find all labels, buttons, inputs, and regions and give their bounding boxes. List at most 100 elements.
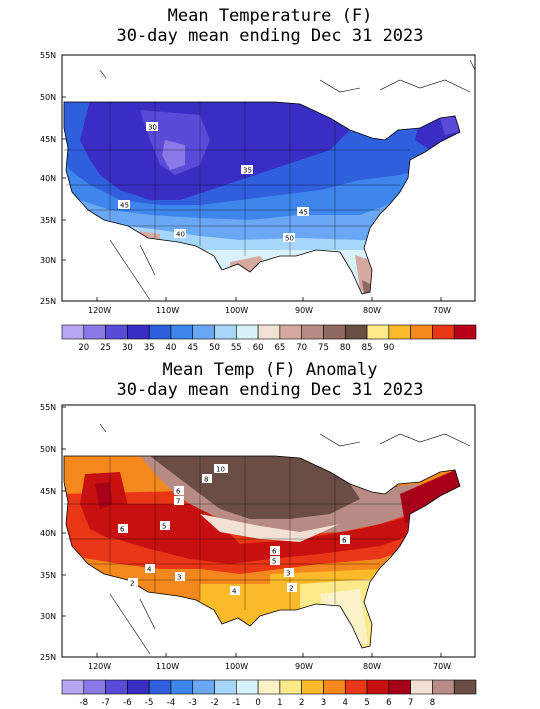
contour-label: 5 [272, 558, 276, 566]
colorbar-label: -2 [210, 698, 218, 708]
colorbar-label: 3 [321, 698, 326, 708]
colorbar-swatch [61, 324, 85, 340]
colorbar-swatch [127, 324, 150, 340]
lon-label: 80W [363, 662, 381, 671]
lat-label: 55N [40, 403, 56, 412]
colorbar-swatch [432, 679, 455, 695]
colorbar-label: 55 [231, 343, 242, 353]
lat-label: 45N [40, 487, 56, 496]
colorbar-label: 85 [362, 343, 373, 353]
colorbar-swatch [279, 679, 302, 695]
lat-label: 30N [40, 612, 56, 621]
lon-label: 80W [363, 306, 381, 315]
colorbar-label: 40 [166, 343, 177, 353]
contour-label: 3 [177, 574, 181, 582]
lon-label: 70W [433, 306, 451, 315]
contour-label: 6 [342, 537, 347, 545]
colorbar-label: 80 [340, 343, 351, 353]
colorbar-swatch [236, 679, 259, 695]
colorbar-label: 25 [100, 343, 111, 353]
colorbar-swatch [61, 679, 85, 695]
lat-label: 25N [40, 653, 56, 662]
colorbar-label: 75 [318, 343, 329, 353]
state-borders [64, 456, 410, 610]
colorbar-swatch [214, 324, 237, 340]
colorbar-swatch [83, 324, 106, 340]
colorbar-swatch [344, 324, 368, 340]
anomaly-colorbar: -8 -7 -6 -5 -4 -3 -2 -1 0 1 2 3 4 5 6 7 8 [61, 679, 477, 708]
contour-label: 35 [243, 167, 252, 175]
lat-label: 45N [40, 135, 56, 144]
colorbar-swatch [410, 679, 433, 695]
contour-label: 50 [285, 235, 294, 243]
lat-axis: 55N 50N 45N 40N 35N 30N 25N [40, 51, 66, 306]
colorbar-label: -3 [188, 698, 196, 708]
colorbar-label: 35 [144, 343, 155, 353]
colorbar-label: 4 [343, 698, 348, 708]
colorbar-label: 60 [253, 343, 264, 353]
contour-labels: 30 35 45 45 40 50 [118, 122, 309, 243]
colorbar-swatch [323, 679, 346, 695]
contour-label: 40 [176, 231, 185, 239]
colorbar-swatch [388, 679, 411, 695]
contour-label: 2 [130, 580, 134, 588]
top-title-line1: Mean Temperature (F) [167, 6, 373, 26]
contour-label: 4 [147, 566, 152, 574]
colorbar-swatch [257, 679, 281, 695]
lat-label: 35N [40, 571, 56, 580]
lon-label: 90W [295, 662, 313, 671]
contour-label: 45 [299, 209, 308, 217]
lon-label: 100W [225, 662, 248, 671]
contour-labels: 10 8 6 7 6 5 6 5 4 3 4 3 2 2 6 [118, 464, 350, 596]
colorbar-label: 45 [187, 343, 198, 353]
bottom-title-line2: 30-day mean ending Dec 31 2023 [116, 380, 424, 400]
contour-label: 2 [289, 585, 293, 593]
lat-label: 25N [40, 297, 56, 306]
lon-label: 110W [156, 662, 179, 671]
state-borders [64, 102, 410, 256]
colorbar-label: -1 [232, 698, 240, 708]
colorbar-label: 65 [274, 343, 285, 353]
colorbar-swatch [366, 679, 390, 695]
colorbar-label: 20 [78, 343, 89, 353]
colorbar-swatch [170, 324, 194, 340]
contour-label: 6 [272, 548, 277, 556]
lat-axis: 55N 50N 45N 40N 35N 30N 25N [40, 403, 66, 662]
lon-label: 100W [225, 306, 248, 315]
colorbar-swatch [236, 324, 259, 340]
contour-label: 30 [148, 124, 157, 132]
colorbar-swatch [127, 679, 150, 695]
lon-label: 90W [295, 306, 313, 315]
colorbar-label: 50 [209, 343, 220, 353]
lon-axis: 120W 110W 100W 90W 80W 70W [88, 297, 451, 315]
bottom-title-line1: Mean Temp (F) Anomaly [162, 360, 378, 380]
colorbar-swatch [192, 679, 215, 695]
contour-label: 6 [120, 526, 125, 534]
lon-label: 110W [156, 306, 179, 315]
colorbar-label: 7 [408, 698, 413, 708]
bottom-anomaly-map: 10 8 6 7 6 5 6 5 4 3 4 3 2 2 6 55N 50N 4… [40, 403, 477, 708]
colorbar-swatch [170, 679, 194, 695]
colorbar-swatch [148, 679, 172, 695]
colorbar-swatch [344, 679, 368, 695]
contour-label: 6 [176, 488, 181, 496]
lat-label: 50N [40, 445, 56, 454]
colorbar-swatch [453, 324, 477, 340]
contour-label: 8 [204, 476, 208, 484]
colorbar-label: -6 [123, 698, 131, 708]
colorbar-swatch [453, 679, 477, 695]
colorbar-label: -8 [80, 698, 88, 708]
colorbar-label: -4 [167, 698, 175, 708]
colorbar-label: 30 [122, 343, 133, 353]
colorbar-swatch [83, 679, 106, 695]
coastlines [99, 423, 471, 655]
lat-label: 50N [40, 93, 56, 102]
lat-label: 40N [40, 174, 56, 183]
contour-label: 3 [286, 570, 290, 578]
colorbar-swatch [105, 679, 128, 695]
colorbar-label: 0 [255, 698, 260, 708]
lon-label: 120W [88, 662, 111, 671]
colorbar-swatch [105, 324, 128, 340]
top-temperature-map: 30 35 45 45 40 50 55N 50N 45N 40N 35N 30… [40, 51, 477, 353]
coastlines [99, 59, 476, 301]
